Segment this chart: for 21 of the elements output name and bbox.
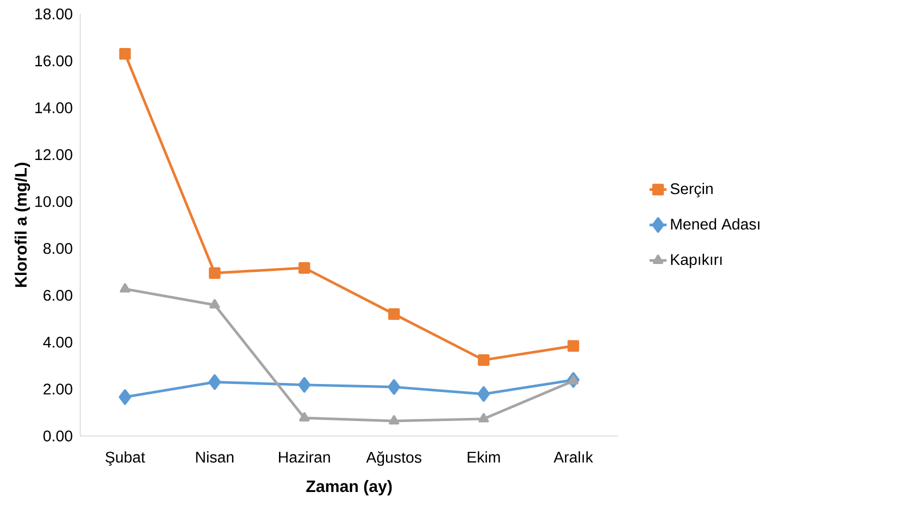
x-tick-label: Şubat [106, 451, 146, 466]
x-tick-label: Haziran [279, 451, 330, 463]
x-tick-label: Ekim [468, 451, 500, 462]
x-axis-title: Zaman (ay) [306, 480, 392, 496]
y-axis-title: Klorofil a (mg/L) [14, 162, 30, 287]
y-tick-label: 8.00 [43, 242, 72, 254]
y-tick-label: 10.00 [35, 196, 72, 208]
y-tick-label: 18.00 [35, 8, 72, 20]
y-tick-label: 16.00 [35, 55, 72, 66]
x-tick-label: Ağustos [366, 451, 422, 466]
x-tick-label: Nisan [196, 451, 234, 463]
y-tick-label: 2.00 [44, 384, 72, 395]
legend-label: Mened Adası [671, 218, 760, 230]
legend-label: Kapıkırı [671, 254, 722, 268]
y-tick-label: 0.00 [43, 430, 72, 442]
legend-label: Serçin [670, 182, 713, 198]
y-tick-label: 14.00 [35, 102, 72, 114]
x-tick-label: Aralık [554, 451, 594, 463]
y-tick-label: 4.00 [43, 336, 72, 348]
y-tick-label: 12.00 [35, 149, 72, 160]
y-tick-label: 6.00 [44, 290, 72, 301]
